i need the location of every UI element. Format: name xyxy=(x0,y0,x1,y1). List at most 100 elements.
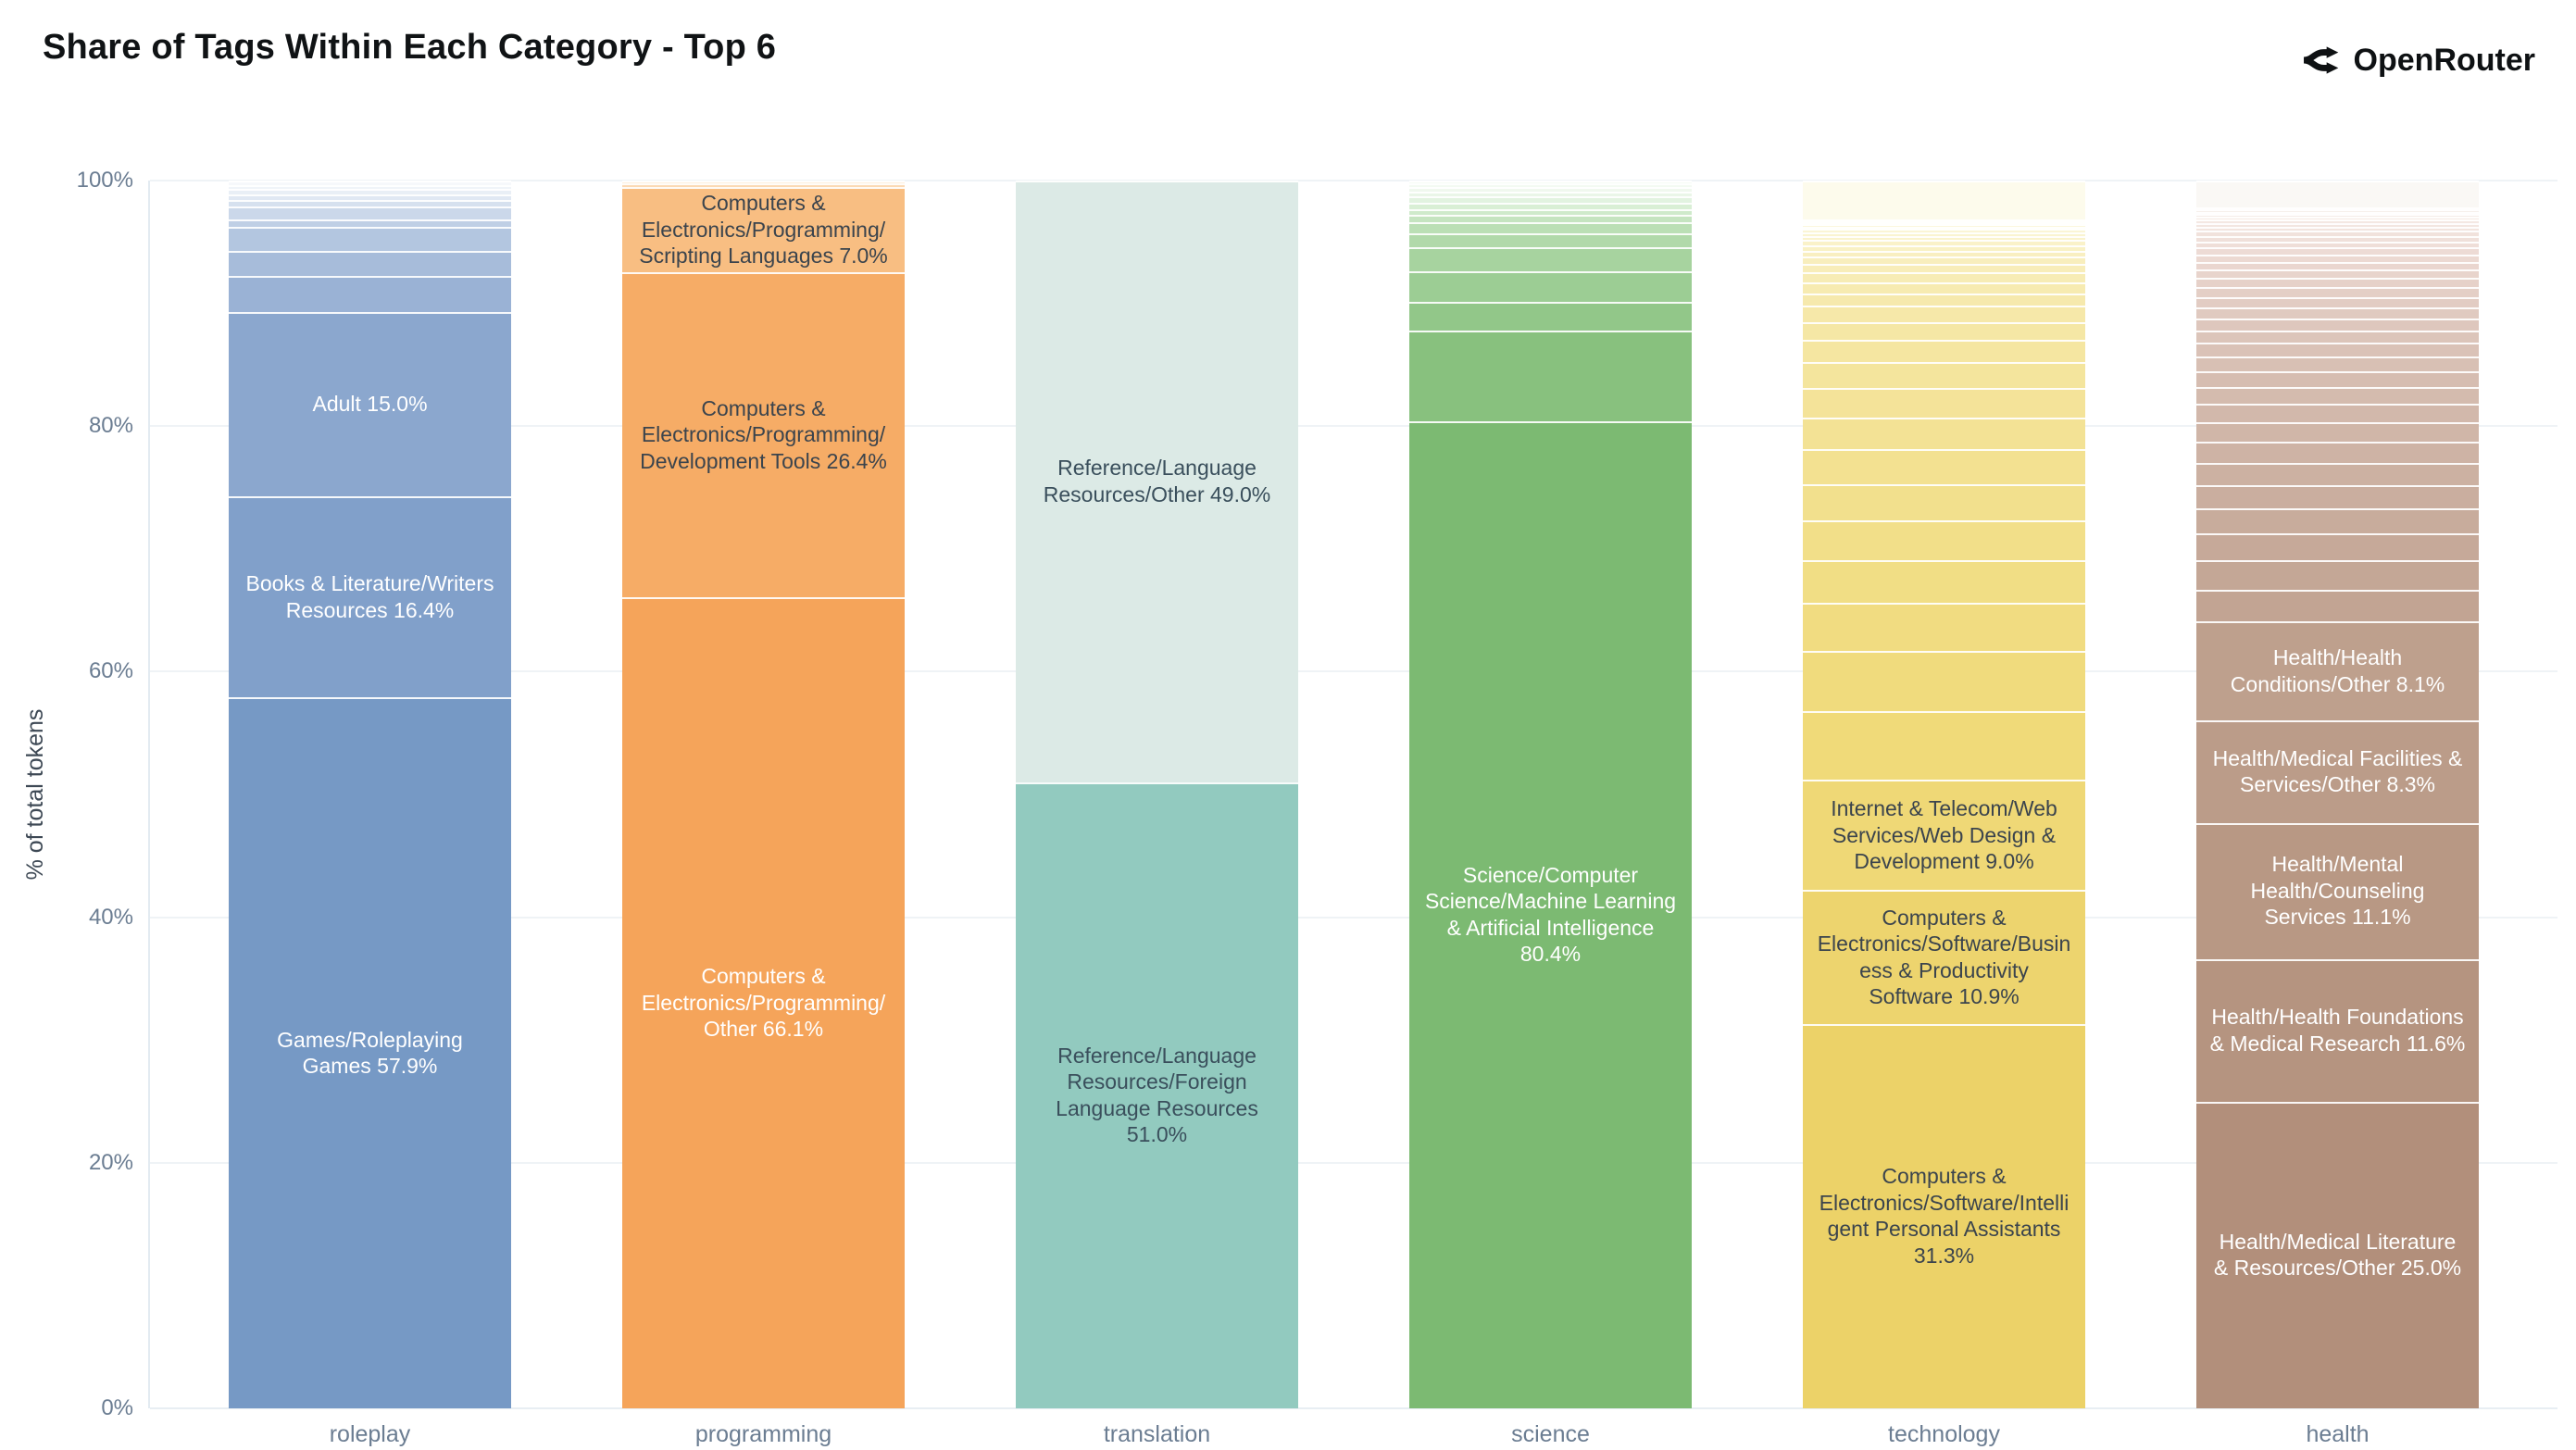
segment-programming-1[interactable]: Computers & Electronics/Programming/Deve… xyxy=(622,272,905,597)
segment-sliver-science-3[interactable] xyxy=(1409,271,1692,303)
segment-sliver-health-17[interactable] xyxy=(2196,343,2479,356)
segment-sliver-technology-12[interactable] xyxy=(1803,362,2085,389)
segment-sliver-technology-17[interactable] xyxy=(1803,282,2085,294)
segment-sliver-roleplay-11[interactable] xyxy=(229,184,511,190)
segment-sliver-health-14[interactable] xyxy=(2196,386,2479,405)
segment-sliver-technology-18[interactable] xyxy=(1803,272,2085,283)
segment-sliver-programming-4[interactable] xyxy=(622,181,905,183)
bar-roleplay[interactable]: Games/Roleplaying Games 57.9% Books & Lit… xyxy=(229,181,511,1447)
segment-sliver-health-28[interactable] xyxy=(2196,241,2479,248)
segment-sliver-health-25[interactable] xyxy=(2196,261,2479,270)
bar-science[interactable]: Science/Computer Science/Machine Learnin… xyxy=(1409,181,1692,1447)
segment-sliver-technology-10[interactable] xyxy=(1803,417,2085,450)
segment-sliver-health-6[interactable] xyxy=(2196,559,2479,590)
segment-sliver-roleplay-10[interactable] xyxy=(229,189,511,194)
segment-sliver-roleplay-9[interactable] xyxy=(229,194,511,200)
segment-sliver-technology-26[interactable] xyxy=(1803,229,2085,232)
segment-sliver-science-4[interactable] xyxy=(1409,246,1692,272)
segment-sliver-science-14[interactable] xyxy=(1409,181,1692,184)
segment-sliver-health-23[interactable] xyxy=(2196,278,2479,288)
segment-sliver-technology-14[interactable] xyxy=(1803,321,2085,341)
segment-sliver-technology-15[interactable] xyxy=(1803,306,2085,322)
segment-sliver-technology-16[interactable] xyxy=(1803,294,2085,306)
segment-sliver-health-11[interactable] xyxy=(2196,442,2479,463)
segment-sliver-health-7[interactable] xyxy=(2196,532,2479,560)
segment-sliver-technology-25[interactable] xyxy=(1803,231,2085,236)
segment-sliver-science-9[interactable] xyxy=(1409,202,1692,209)
segment-translation-0[interactable]: Reference/Language Resources/Foreign Lan… xyxy=(1016,781,1298,1408)
segment-sliver-roleplay-3[interactable] xyxy=(229,276,511,312)
segment-roleplay-2[interactable]: Adult 15.0% xyxy=(229,311,511,496)
segment-translation-1[interactable]: Reference/Language Resources/Other 49.0% xyxy=(1016,181,1298,782)
segment-sliver-technology-22[interactable] xyxy=(1803,244,2085,251)
segment-sliver-roleplay-4[interactable] xyxy=(229,250,511,277)
segment-sliver-roleplay-5[interactable] xyxy=(229,227,511,251)
segment-sliver-science-13[interactable] xyxy=(1409,183,1692,188)
bar-programming[interactable]: Computers & Electronics/Programming/Othe… xyxy=(622,181,905,1447)
segment-sliver-roleplay-8[interactable] xyxy=(229,199,511,206)
segment-sliver-health-27[interactable] xyxy=(2196,247,2479,255)
segment-sliver-health-39[interactable] xyxy=(2196,181,2479,208)
segment-sliver-health-32[interactable] xyxy=(2196,222,2479,227)
segment-technology-1[interactable]: Computers & Electronics/Software/Busines… xyxy=(1803,890,2085,1024)
segment-roleplay-1[interactable]: Books & Literature/Writers Resources 16.… xyxy=(229,495,511,698)
segment-sliver-health-29[interactable] xyxy=(2196,235,2479,242)
segment-sliver-health-35[interactable] xyxy=(2196,214,2479,218)
segment-sliver-science-12[interactable] xyxy=(1409,187,1692,192)
segment-science-0[interactable]: Science/Computer Science/Machine Learnin… xyxy=(1409,420,1692,1408)
segment-sliver-health-34[interactable] xyxy=(2196,217,2479,220)
segment-sliver-technology-20[interactable] xyxy=(1803,256,2085,265)
segment-sliver-technology-27[interactable] xyxy=(1803,226,2085,230)
segment-sliver-health-13[interactable] xyxy=(2196,404,2479,423)
segment-sliver-technology-31[interactable] xyxy=(1803,219,2085,221)
segment-sliver-science-2[interactable] xyxy=(1409,302,1692,331)
segment-sliver-health-19[interactable] xyxy=(2196,319,2479,331)
segment-sliver-health-36[interactable] xyxy=(2196,211,2479,215)
segment-sliver-health-5[interactable] xyxy=(2196,589,2479,622)
segment-sliver-science-1[interactable] xyxy=(1409,330,1692,421)
segment-technology-2[interactable]: Internet & Telecom/Web Services/Web Desi… xyxy=(1803,780,2085,891)
segment-sliver-health-22[interactable] xyxy=(2196,287,2479,297)
segment-sliver-technology-28[interactable] xyxy=(1803,224,2085,227)
segment-sliver-roleplay-12[interactable] xyxy=(229,181,511,185)
segment-sliver-science-7[interactable] xyxy=(1409,215,1692,223)
segment-sliver-technology-9[interactable] xyxy=(1803,449,2085,484)
segment-sliver-roleplay-6[interactable] xyxy=(229,219,511,228)
segment-sliver-technology-24[interactable] xyxy=(1803,235,2085,241)
segment-sliver-technology-19[interactable] xyxy=(1803,264,2085,273)
segment-sliver-health-26[interactable] xyxy=(2196,254,2479,262)
segment-sliver-science-10[interactable] xyxy=(1409,196,1692,203)
segment-programming-0[interactable]: Computers & Electronics/Programming/Othe… xyxy=(622,596,905,1408)
segment-sliver-health-37[interactable] xyxy=(2196,209,2479,212)
segment-sliver-technology-5[interactable] xyxy=(1803,603,2085,651)
bar-translation[interactable]: Reference/Language Resources/Foreign Lan… xyxy=(1016,181,1298,1447)
segment-sliver-science-8[interactable] xyxy=(1409,208,1692,216)
bar-health[interactable]: Health/Medical Literature & Resources/Ot… xyxy=(2196,181,2479,1447)
segment-sliver-technology-8[interactable] xyxy=(1803,483,2085,521)
segment-sliver-technology-32[interactable] xyxy=(1803,181,2085,220)
segment-sliver-health-16[interactable] xyxy=(2196,356,2479,371)
segment-sliver-health-33[interactable] xyxy=(2196,219,2479,223)
segment-sliver-technology-13[interactable] xyxy=(1803,340,2085,363)
segment-sliver-health-8[interactable] xyxy=(2196,508,2479,533)
segment-sliver-technology-30[interactable] xyxy=(1803,220,2085,223)
segment-sliver-health-10[interactable] xyxy=(2196,463,2479,485)
segment-health-3[interactable]: Health/Medical Facilities & Services/Oth… xyxy=(2196,720,2479,823)
segment-sliver-health-20[interactable] xyxy=(2196,307,2479,319)
segment-sliver-health-30[interactable] xyxy=(2196,231,2479,236)
segment-health-1[interactable]: Health/Health Foundations & Medical Rese… xyxy=(2196,958,2479,1102)
segment-programming-2[interactable]: Computers & Electronics/Programming/Scri… xyxy=(622,186,905,273)
segment-health-2[interactable]: Health/Mental Health/Counseling Services… xyxy=(2196,822,2479,959)
segment-health-0[interactable]: Health/Medical Literature & Resources/Ot… xyxy=(2196,1101,2479,1408)
segment-technology-0[interactable]: Computers & Electronics/Software/Intelli… xyxy=(1803,1023,2085,1408)
segment-sliver-technology-4[interactable] xyxy=(1803,650,2085,711)
segment-sliver-science-5[interactable] xyxy=(1409,233,1692,247)
segment-sliver-health-24[interactable] xyxy=(2196,269,2479,279)
segment-sliver-health-18[interactable] xyxy=(2196,330,2479,344)
segment-sliver-technology-11[interactable] xyxy=(1803,388,2085,418)
segment-sliver-science-11[interactable] xyxy=(1409,191,1692,197)
segment-roleplay-0[interactable]: Games/Roleplaying Games 57.9% xyxy=(229,697,511,1408)
bar-technology[interactable]: Computers & Electronics/Software/Intelli… xyxy=(1803,181,2085,1447)
segment-sliver-technology-3[interactable] xyxy=(1803,710,2085,781)
segment-sliver-technology-7[interactable] xyxy=(1803,520,2085,560)
